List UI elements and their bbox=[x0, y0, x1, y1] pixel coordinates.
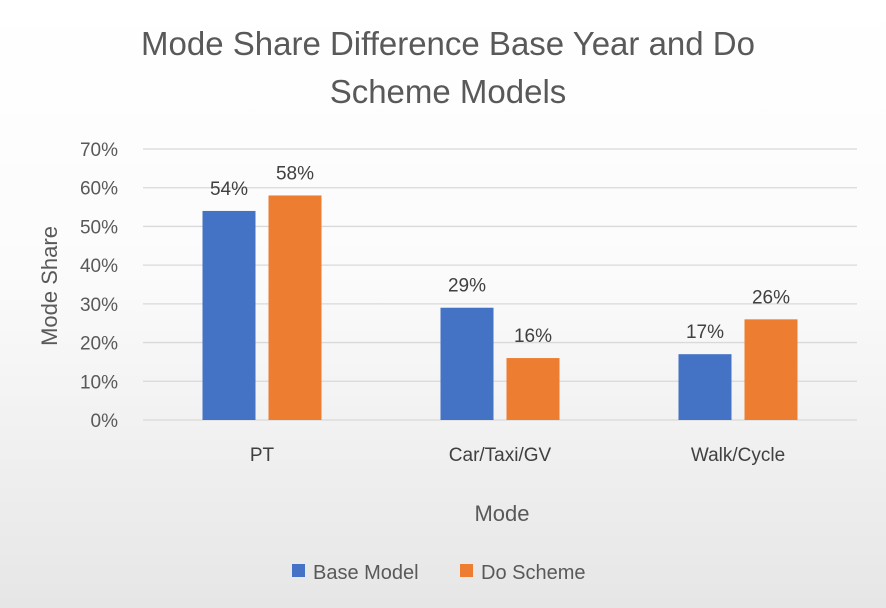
legend-label-base-model: Base Model bbox=[313, 562, 419, 584]
data-label: 58% bbox=[276, 163, 314, 184]
y-tick-label: 30% bbox=[80, 295, 118, 316]
chart-title-line-1: Mode Share Difference Base Year and Do bbox=[141, 25, 755, 62]
data-labels: 54% 58% 29% 16% 17% 26% bbox=[210, 163, 790, 347]
legend-label-do-scheme: Do Scheme bbox=[481, 562, 586, 584]
y-axis-title: Mode Share bbox=[37, 226, 62, 346]
bar-do-scheme-0 bbox=[268, 195, 322, 420]
legend-swatch-do-scheme bbox=[460, 564, 473, 577]
bars bbox=[202, 195, 798, 420]
data-label: 29% bbox=[448, 276, 486, 297]
legend: Base Model Do Scheme bbox=[292, 562, 586, 584]
gridlines bbox=[143, 148, 857, 421]
bar-do-scheme-2 bbox=[744, 319, 798, 420]
y-axis-ticks: 0% 10% 20% 30% 40% 50% 60% 70% bbox=[80, 140, 118, 432]
y-tick-label: 40% bbox=[80, 256, 118, 277]
legend-swatch-base-model bbox=[292, 564, 305, 577]
x-category-label: Walk/Cycle bbox=[691, 445, 785, 466]
data-label: 17% bbox=[686, 322, 724, 343]
y-tick-label: 20% bbox=[80, 334, 118, 355]
chart-title-line-2: Scheme Models bbox=[330, 73, 567, 110]
bar-base-model-0 bbox=[202, 210, 256, 420]
y-tick-label: 70% bbox=[80, 140, 118, 161]
data-label: 16% bbox=[514, 326, 552, 347]
x-category-label: Car/Taxi/GV bbox=[449, 445, 552, 466]
y-tick-label: 10% bbox=[80, 372, 118, 393]
y-tick-label: 0% bbox=[91, 411, 119, 432]
x-axis-title: Mode bbox=[474, 501, 529, 526]
y-tick-label: 60% bbox=[80, 179, 118, 200]
data-label: 26% bbox=[752, 287, 790, 308]
bar-base-model-2 bbox=[678, 354, 732, 420]
y-tick-label: 50% bbox=[80, 217, 118, 238]
x-category-label: PT bbox=[250, 445, 275, 466]
bar-do-scheme-1 bbox=[506, 358, 560, 420]
data-label: 54% bbox=[210, 179, 248, 200]
category-labels: PT Car/Taxi/GV Walk/Cycle bbox=[250, 445, 785, 466]
bar-base-model-1 bbox=[440, 307, 494, 420]
